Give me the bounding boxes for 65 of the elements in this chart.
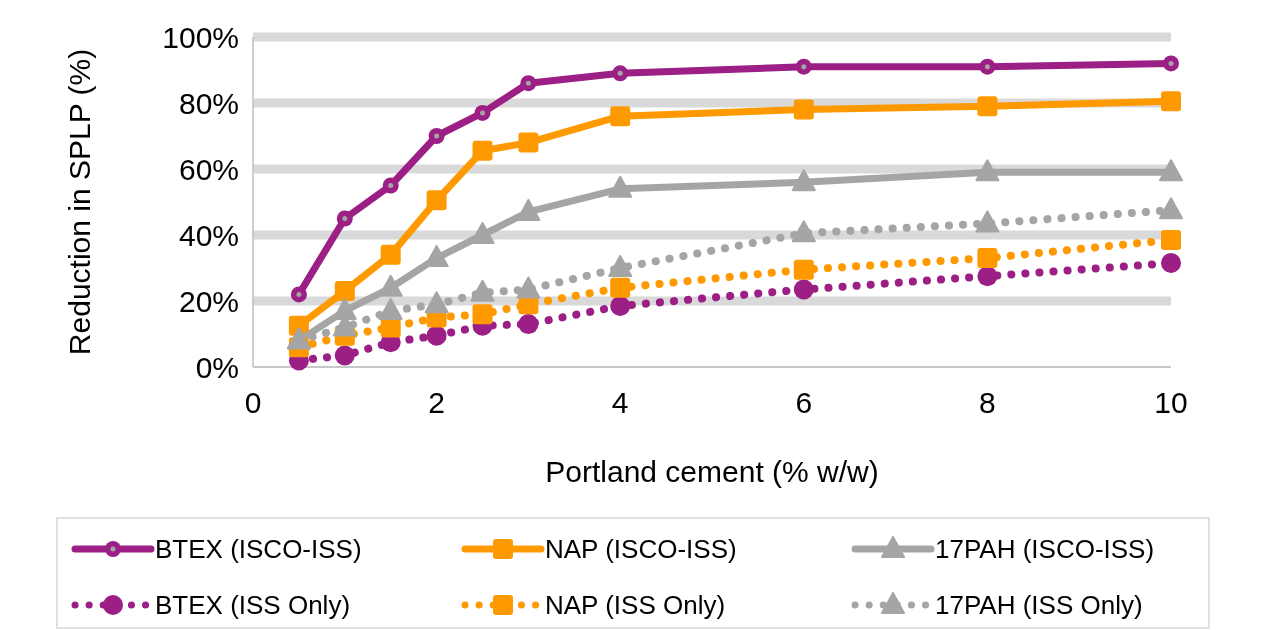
point [518,314,539,335]
point [424,291,449,314]
point [380,244,401,265]
y-tick-label: 0% [195,350,239,384]
point [290,286,307,303]
point [793,259,814,280]
point [610,295,631,316]
point [426,325,447,346]
legend-label: NAP (ISCO-ISS) [545,534,737,564]
point [516,276,541,299]
point [793,279,814,300]
point [426,190,447,211]
point [1161,91,1181,112]
point [378,297,403,320]
y-tick-label: 60% [178,152,239,186]
point [979,58,996,75]
x-tick-label: 4 [611,386,629,419]
point [1161,253,1181,274]
point [977,248,998,269]
x-tick-label: 8 [979,386,996,419]
x-tick-label: 6 [795,386,813,419]
y-tick-label: 20% [178,284,239,318]
point [336,210,353,227]
point [428,128,445,144]
x-tick-label: 10 [1154,386,1188,419]
point [975,210,1000,233]
point [520,75,537,92]
point [793,99,814,120]
point [378,274,403,297]
point [1161,229,1181,250]
y-axis-title: Reduction in SPLP (%) [63,48,96,356]
point [608,175,633,198]
y-tick-label: 40% [178,218,239,252]
point [516,198,541,221]
x-tick-label: 0 [244,386,262,419]
point [608,255,633,277]
point [1163,55,1179,72]
point [610,106,631,127]
point [975,159,1000,182]
point [977,96,998,117]
point [791,169,816,192]
x-tick-label: 2 [428,386,445,419]
point [472,140,493,161]
point [795,58,812,75]
point [334,345,355,366]
legend-label: BTEX (ISS Only) [155,590,351,620]
point [791,220,816,243]
point [610,277,631,298]
point [472,304,493,325]
y-tick-label: 100% [162,20,239,54]
point [474,104,491,121]
point [470,279,495,302]
point [977,266,998,287]
point [1159,197,1183,220]
x-axis-title: Portland cement (% w/w) [545,455,879,488]
point [518,132,539,153]
y-tick-label: 80% [178,86,239,120]
point [334,281,355,302]
point [1159,159,1183,182]
legend-label: 17PAH (ISCO-ISS) [935,534,1155,564]
legend-label: 17PAH (ISS Only) [935,590,1143,620]
legend-label: BTEX (ISCO-ISS) [155,534,362,564]
legend-label: NAP (ISS Only) [545,590,726,620]
point [612,65,629,82]
point [470,222,495,244]
